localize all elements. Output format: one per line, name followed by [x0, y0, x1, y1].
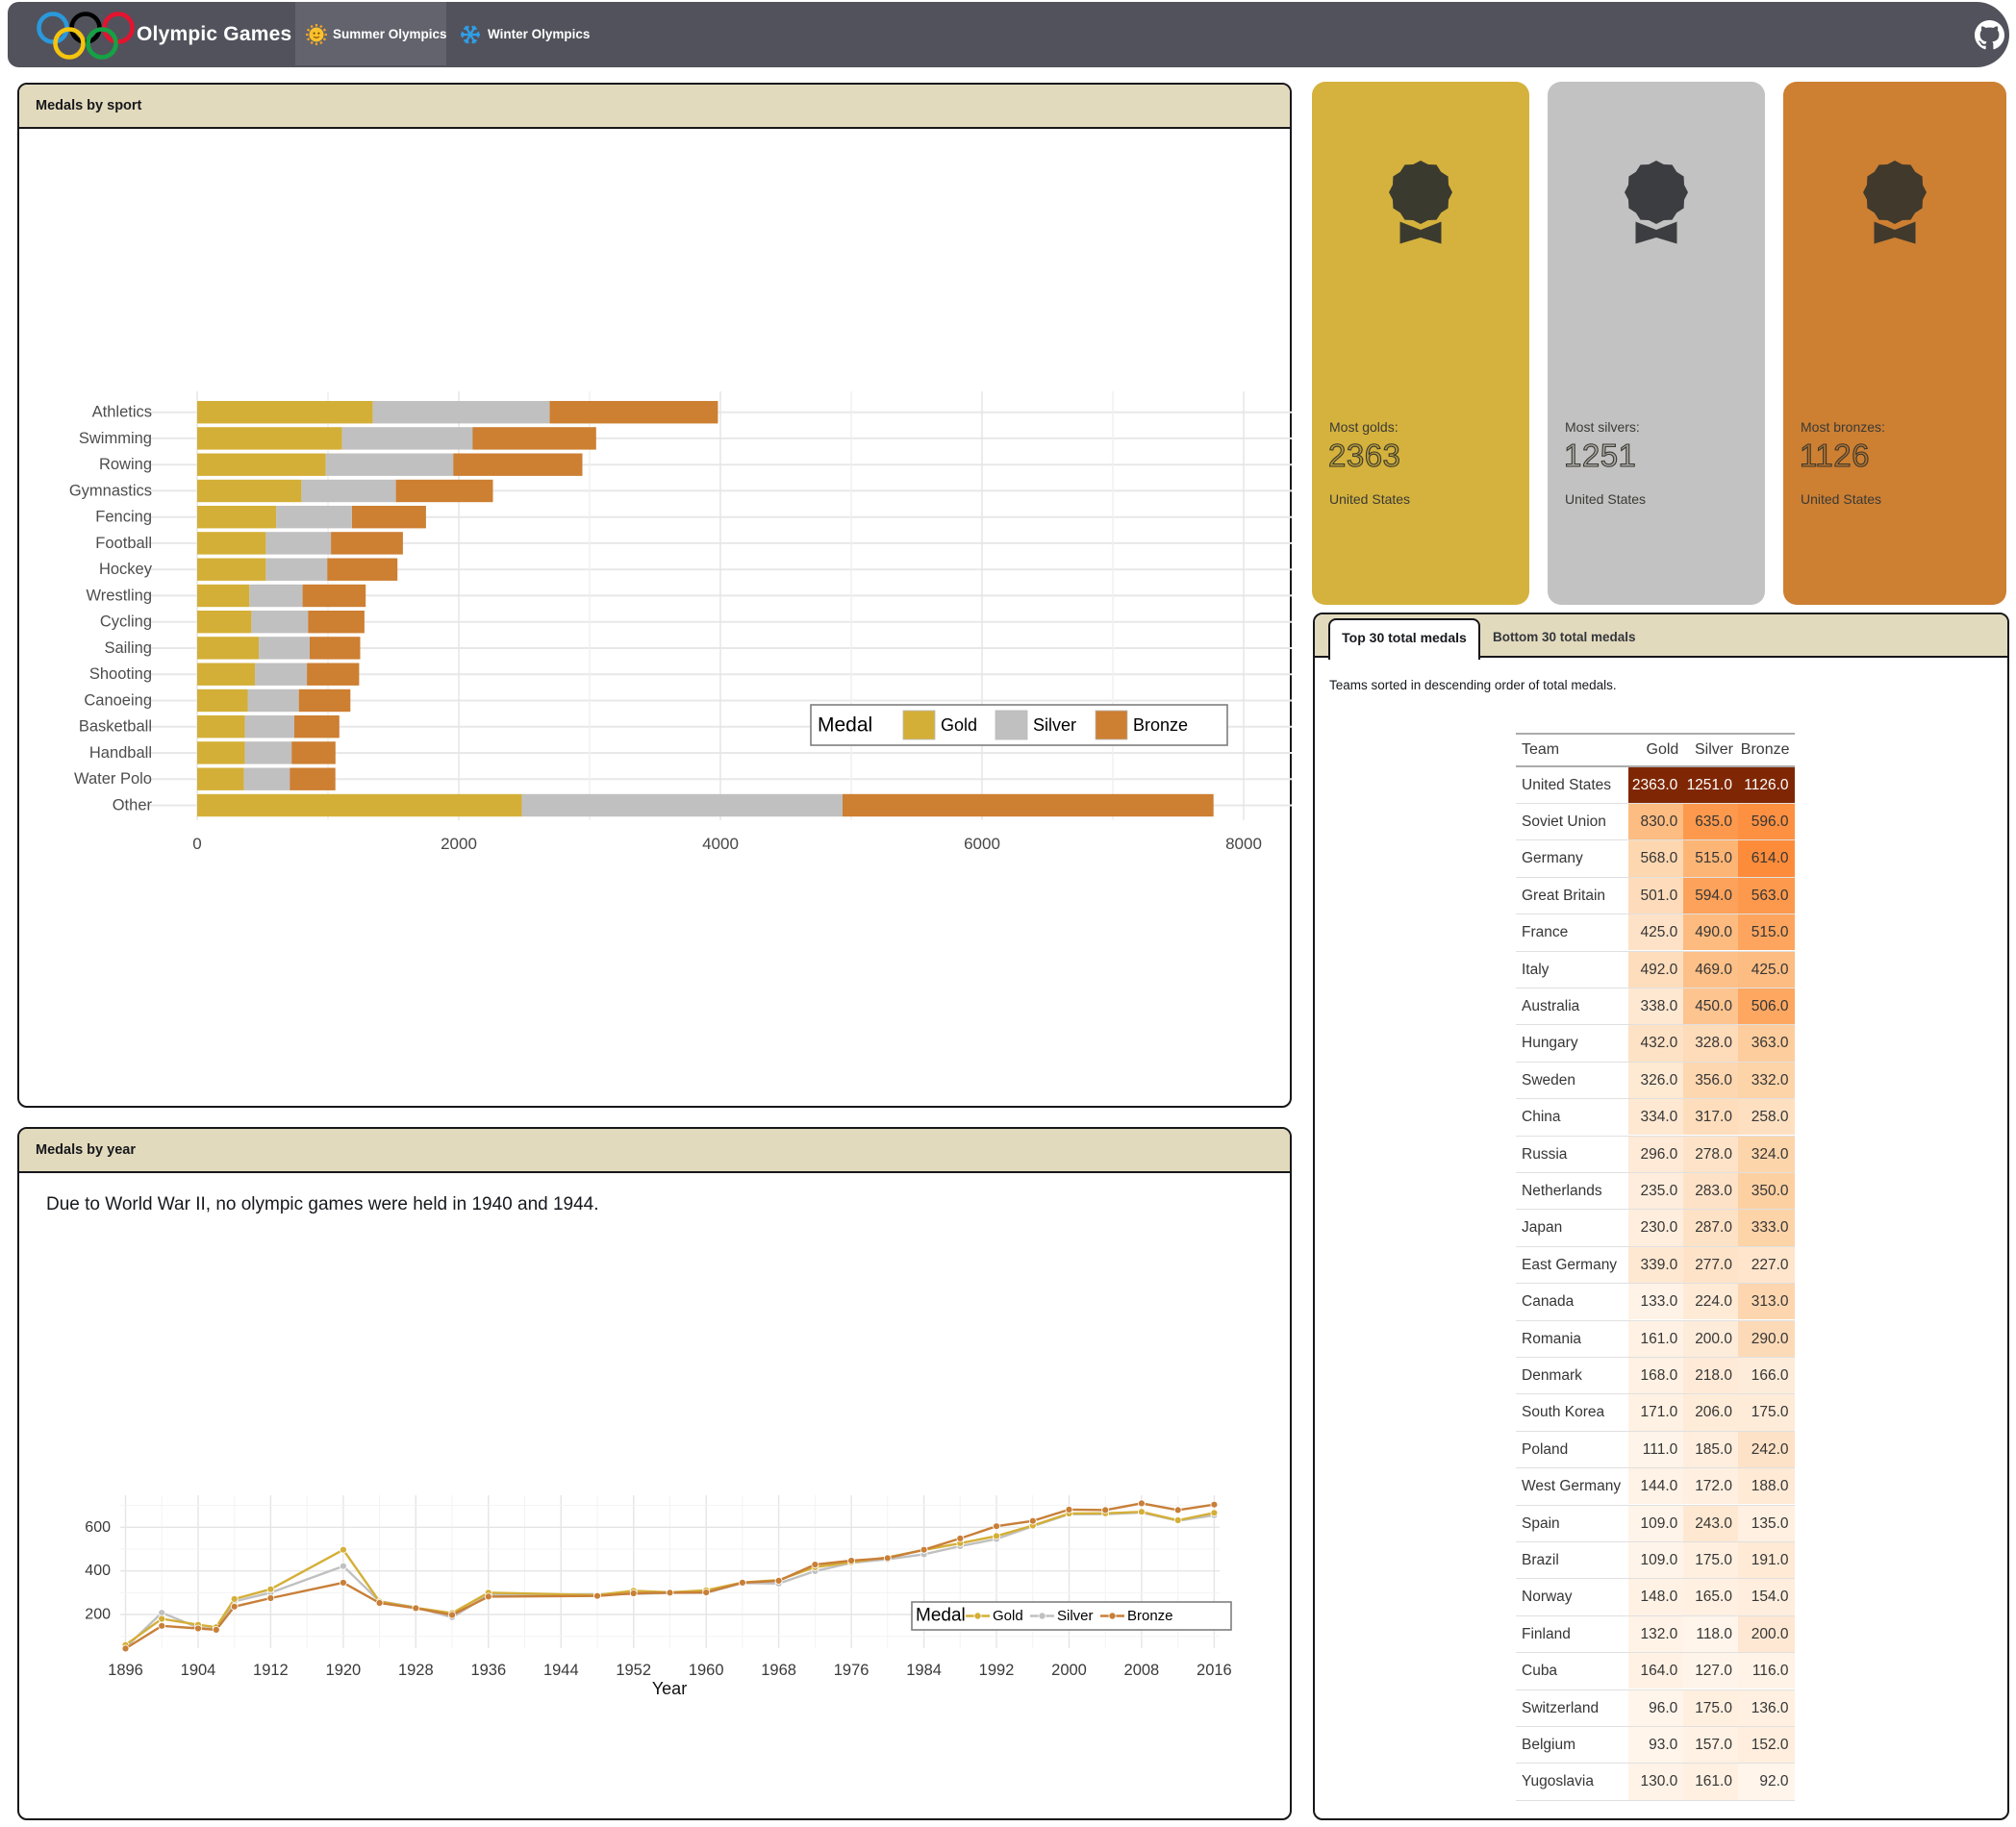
svg-text:Rowing: Rowing — [99, 456, 152, 473]
svg-text:Medal: Medal — [818, 714, 872, 737]
svg-text:Sailing: Sailing — [104, 639, 152, 657]
svg-text:Medal: Medal — [916, 1606, 966, 1626]
svg-text:Bronze: Bronze — [1133, 715, 1188, 735]
svg-text:1952: 1952 — [616, 1662, 651, 1679]
svg-text:Swimming: Swimming — [79, 430, 152, 447]
svg-text:1936: 1936 — [470, 1662, 506, 1679]
svg-text:Handball: Handball — [89, 744, 152, 762]
svg-text:Canoeing: Canoeing — [84, 692, 152, 710]
svg-text:600: 600 — [85, 1519, 111, 1536]
svg-text:2016: 2016 — [1197, 1662, 1232, 1679]
svg-text:0: 0 — [192, 835, 201, 853]
svg-text:Wrestling: Wrestling — [87, 587, 152, 604]
svg-text:1992: 1992 — [979, 1662, 1015, 1679]
svg-text:1928: 1928 — [398, 1662, 434, 1679]
svg-text:1968: 1968 — [761, 1662, 796, 1679]
svg-text:Year: Year — [652, 1679, 687, 1698]
svg-text:1912: 1912 — [253, 1662, 289, 1679]
svg-text:Silver: Silver — [1033, 715, 1076, 735]
svg-text:1904: 1904 — [181, 1662, 216, 1679]
svg-text:Cycling: Cycling — [100, 613, 152, 631]
svg-text:Gold: Gold — [941, 715, 977, 735]
svg-text:1896: 1896 — [108, 1662, 143, 1679]
svg-text:1960: 1960 — [689, 1662, 724, 1679]
svg-text:Athletics: Athletics — [92, 404, 152, 421]
svg-text:Football: Football — [95, 535, 152, 552]
svg-text:1944: 1944 — [543, 1662, 579, 1679]
svg-text:Hockey: Hockey — [99, 561, 153, 578]
svg-text:Other: Other — [113, 797, 153, 814]
svg-text:2008: 2008 — [1124, 1662, 1160, 1679]
svg-text:1920: 1920 — [326, 1662, 362, 1679]
svg-text:2000: 2000 — [1051, 1662, 1087, 1679]
svg-text:Gymnastics: Gymnastics — [69, 482, 152, 499]
svg-text:200: 200 — [85, 1607, 111, 1623]
svg-text:Water Polo: Water Polo — [74, 770, 152, 788]
svg-text:1984: 1984 — [906, 1662, 942, 1679]
svg-text:Bronze: Bronze — [1127, 1608, 1173, 1624]
svg-text:400: 400 — [85, 1563, 111, 1579]
svg-text:Fencing: Fencing — [95, 509, 152, 526]
svg-text:4000: 4000 — [702, 835, 739, 853]
svg-text:2000: 2000 — [441, 835, 477, 853]
svg-text:Basketball: Basketball — [79, 718, 152, 736]
svg-text:Silver: Silver — [1057, 1608, 1094, 1624]
svg-text:Shooting: Shooting — [89, 665, 152, 683]
svg-text:6000: 6000 — [964, 835, 1000, 853]
svg-text:8000: 8000 — [1225, 835, 1262, 853]
svg-text:Gold: Gold — [993, 1608, 1023, 1624]
svg-text:1976: 1976 — [834, 1662, 869, 1679]
